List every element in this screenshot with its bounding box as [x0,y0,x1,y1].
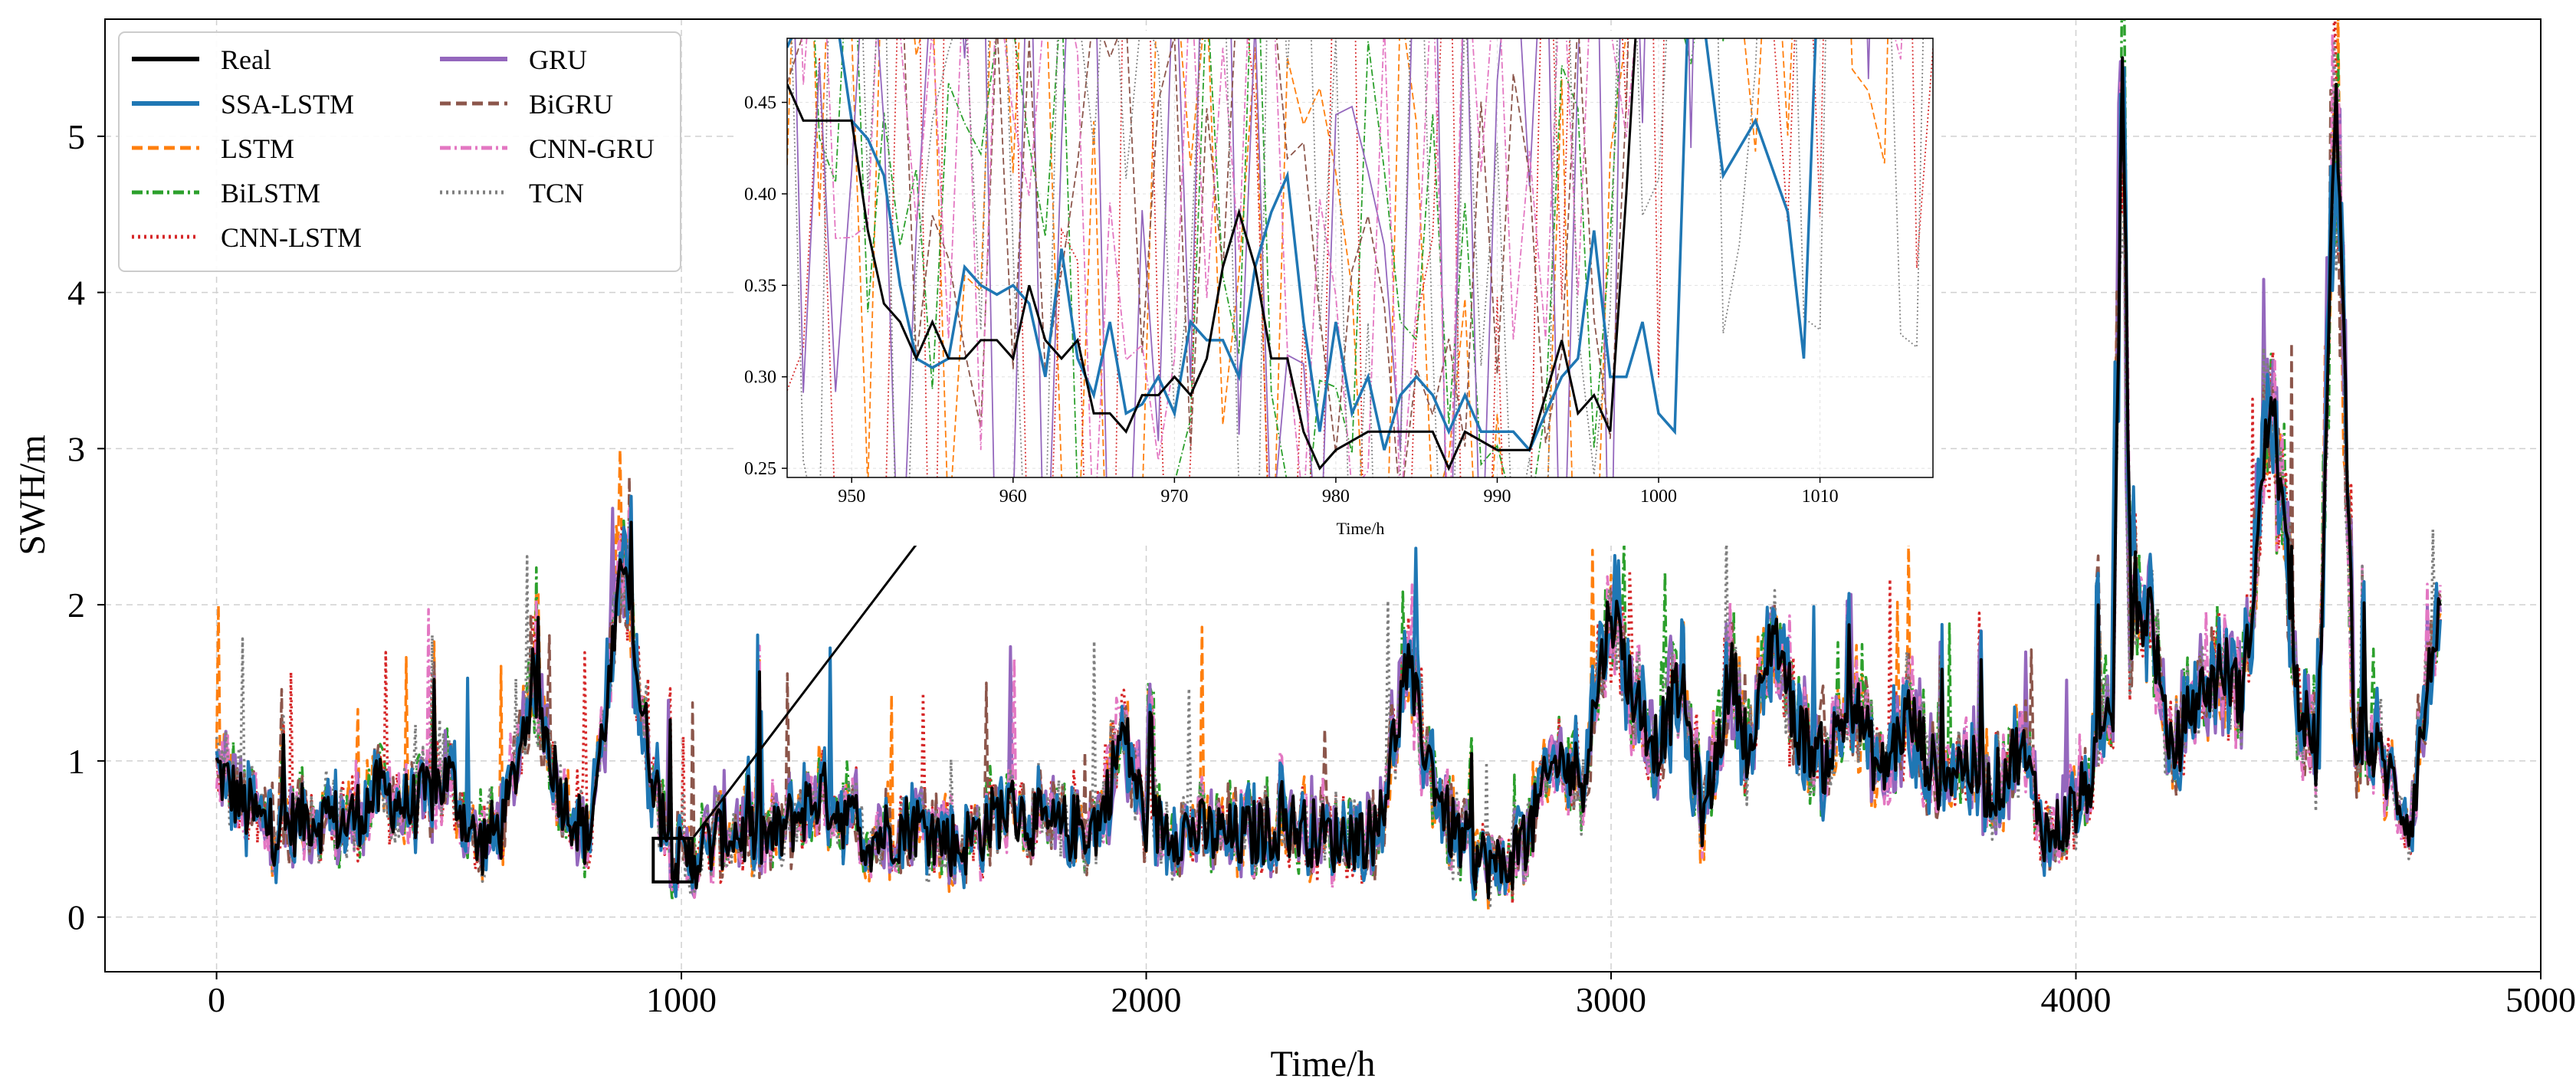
y-tick-label-3: 3 [67,429,85,468]
zoom-region-box [651,836,694,884]
inset-y-tick-label-4: 0.45 [744,93,776,113]
inset-ticks: 950 960 970 980 990 1000 1010 0.25 0.30 0.35 0.40 0… [744,93,1839,507]
y-tick-label-2: 2 [67,586,85,625]
inset-x-tick-label-1000: 1000 [1640,487,1677,507]
inset-series-line-gru [794,38,1871,477]
main-series-group [215,19,2442,911]
inset-x-tick-label-980: 980 [1322,487,1350,507]
inset-background [738,31,1941,546]
y-tick-label-4: 4 [67,274,85,313]
legend-label-real: Real [221,44,271,75]
inset-y-tick-label-1: 0.30 [744,368,776,388]
inset-x-tick-label-950: 950 [838,487,865,507]
x-tick-label-5000: 5000 [2505,980,2576,1019]
x-tick-label-4000: 4000 [2041,980,2112,1019]
inset-series-line-real [787,38,1637,471]
legend-label-bilstm: BiLSTM [221,178,320,208]
inset-series-line-cnn-lstm [787,38,1933,477]
main-plot-frame [104,18,2542,973]
legend-label-gru: GRU [529,44,587,75]
inset-y-tick-label-2: 0.35 [744,276,776,296]
legend-label-tcn: TCN [529,178,584,208]
y-tick-label-0: 0 [67,898,85,937]
inset-x-tick-label-1010: 1010 [1802,487,1839,507]
inset-plot-frame [786,38,1934,478]
x-tick-label-0: 0 [208,980,225,1019]
inset-x-axis-label: Time/h [1337,519,1385,538]
legend-label-lstm: LSTM [221,133,294,164]
legend-label-cnn-gru: CNN-GRU [529,133,655,164]
legend-box [118,31,681,272]
legend-label-ssa-lstm: SSA-LSTM [221,89,354,120]
y-axis-label: SWH/m [12,435,53,555]
legend-label-cnn-lstm: CNN-LSTM [221,222,362,253]
legend-label-bigru: BiGRU [529,89,613,120]
inset-y-tick-label-3: 0.40 [744,185,776,205]
main-ticks: 0 1000 2000 3000 4000 5000 0 1 2 3 4 5 [67,117,2576,1019]
x-tick-label-1000: 1000 [646,980,717,1019]
inset-x-tick-label-990: 990 [1483,487,1511,507]
legend: Real SSA-LSTM LSTM BiLSTM CNN-LSTM GRU BiGRU CN… [118,31,681,272]
inset-series-line-bigru [787,38,1629,477]
inset-series-line-lstm [787,38,1889,477]
y-tick-label-5: 5 [67,117,85,156]
inset-x-tick-label-970: 970 [1160,487,1188,507]
inset-x-tick-label-960: 960 [999,487,1027,507]
main-series-line-real [215,56,2442,900]
y-tick-label-1: 1 [67,742,85,781]
x-axis-label: Time/h [1271,1044,1376,1084]
x-tick-label-3000: 3000 [1576,980,1646,1019]
inset-series-line-ssa-lstm [787,38,1817,453]
x-tick-label-2000: 2000 [1111,980,1182,1019]
inset-series-group [787,38,1933,477]
inset-y-tick-label-0: 0.25 [744,459,776,479]
inset-series-line-tcn [791,38,1925,477]
zoom-arrow-line [693,499,952,838]
